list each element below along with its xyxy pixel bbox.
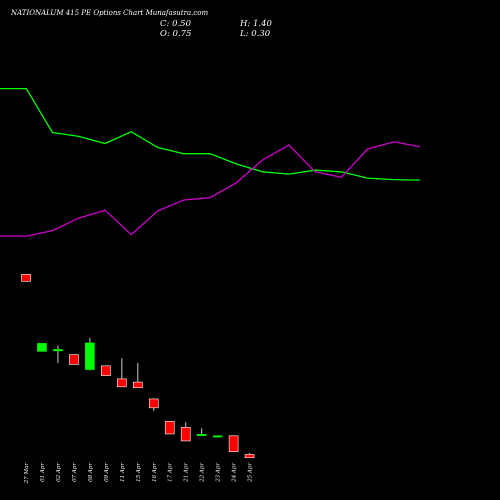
x-tick-label: 02 Apr <box>56 463 62 482</box>
ohlc-open: O: 0.75 <box>160 29 191 39</box>
x-tick-label: 25 Apr <box>248 463 254 483</box>
candlesticks <box>21 274 255 459</box>
x-tick-label: 17 Apr <box>168 463 174 482</box>
candle-body-24-apr <box>228 435 239 452</box>
chart-title: NATIONALUM 415 PE Options Chart Munafasu… <box>10 9 208 17</box>
x-tick-label: 23 Apr <box>216 463 222 483</box>
candle-body-27-mar <box>21 274 31 282</box>
candle-body-07-apr <box>69 354 79 365</box>
indicator-line-2 <box>0 141 421 237</box>
indicator-lines <box>0 87 421 237</box>
ohlc-low: L: 0.30 <box>239 29 271 39</box>
candle-body-23-apr <box>212 435 223 438</box>
candle-body-16-apr <box>148 398 159 409</box>
indicator-line-1 <box>0 87 421 181</box>
x-tick-label: 08 Apr <box>88 463 94 482</box>
candle-body-21-apr <box>180 427 191 442</box>
ohlc-high: H: 1.40 <box>239 19 272 29</box>
candle-body-25-apr <box>244 454 255 459</box>
candle-body-09-apr <box>101 365 111 376</box>
x-tick-label: 09 Apr <box>104 463 110 482</box>
x-tick-label: 27 Mar <box>24 463 30 485</box>
x-tick-label: 01 Apr <box>40 463 46 482</box>
candle-body-17-apr <box>164 421 175 435</box>
candle-body-15-apr <box>132 381 143 389</box>
x-tick-label: 24 Apr <box>232 463 238 483</box>
candle-body-08-apr <box>85 342 95 370</box>
x-tick-label: 11 Apr <box>120 463 126 482</box>
x-tick-label: 15 Apr <box>136 463 142 482</box>
x-tick-label: 21 Apr <box>184 463 190 483</box>
x-tick-label: 16 Apr <box>152 463 158 482</box>
candle-body-02-apr <box>53 349 63 352</box>
ohlc-close: C: 0.50 <box>160 19 192 29</box>
candle-body-11-apr <box>117 378 127 388</box>
x-tick-label: 22 Apr <box>200 463 206 483</box>
x-axis-ticks: 27 Mar 01 Apr 02 Apr 07 Apr 08 Apr 09 Apr 11 A… <box>24 463 254 485</box>
candle-body-22-apr <box>196 434 207 436</box>
candle-body-01-apr <box>37 343 47 352</box>
x-tick-label: 07 Apr <box>72 463 78 482</box>
